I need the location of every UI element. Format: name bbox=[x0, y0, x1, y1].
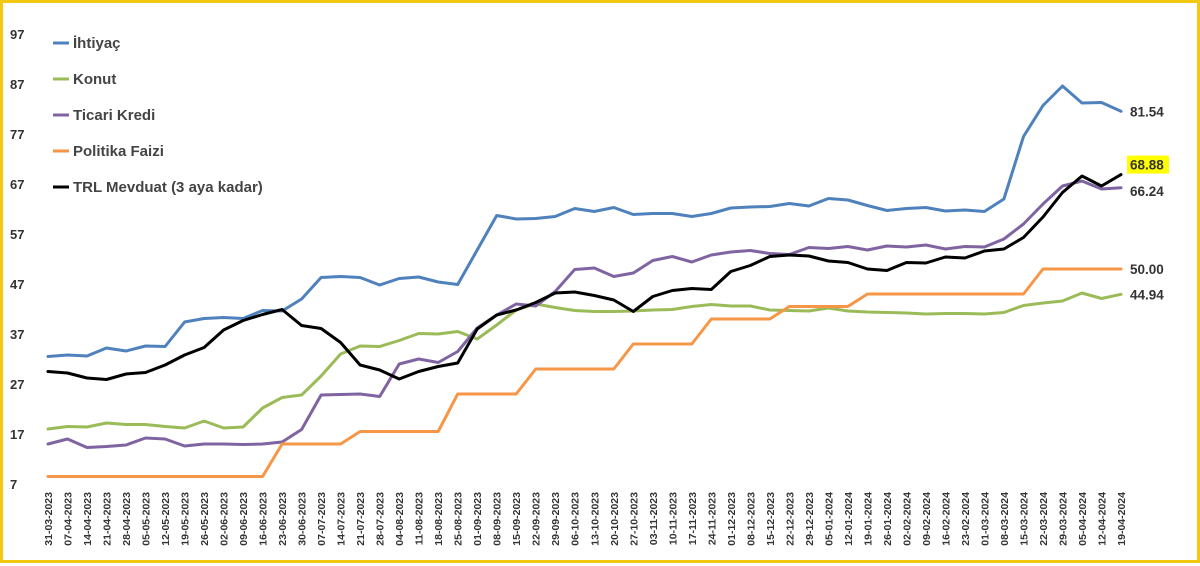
x-tick-label: 05-05-2023 bbox=[141, 492, 153, 546]
x-tick-label: 06-10-2023 bbox=[570, 492, 582, 546]
x-tick-label: 23-02-2024 bbox=[960, 492, 972, 546]
x-tick-label: 01-03-2024 bbox=[979, 492, 991, 546]
x-tick-label: 14-04-2023 bbox=[82, 492, 94, 546]
x-tick-label: 17-11-2023 bbox=[687, 492, 699, 545]
legend-label: TRL Mevduat (3 aya kadar) bbox=[73, 179, 263, 196]
x-tick-label: 15-03-2024 bbox=[1018, 492, 1030, 546]
legend-label: Konut bbox=[73, 71, 116, 88]
x-axis: 31-03-2023 07-04-2023 14-04-2023 21-04-2023… bbox=[43, 492, 1128, 546]
x-tick-label: 19-04-2024 bbox=[1116, 492, 1128, 546]
y-tick-label: 7 bbox=[10, 477, 17, 492]
y-tick-label: 87 bbox=[10, 77, 24, 92]
x-tick-label: 16-02-2024 bbox=[940, 492, 952, 546]
x-tick-label: 01-12-2023 bbox=[726, 492, 738, 546]
x-tick-label: 05-04-2024 bbox=[1077, 492, 1089, 546]
x-tick-label: 22-03-2024 bbox=[1038, 492, 1050, 546]
x-tick-label: 19-01-2024 bbox=[862, 492, 874, 546]
x-tick-label: 08-03-2024 bbox=[999, 492, 1011, 546]
line-chart: 7 17 27 37 47 57 67 77 87 97 31-03-2023 07-04-2023… bbox=[10, 27, 1169, 546]
x-tick-label: 28-04-2023 bbox=[121, 492, 133, 546]
x-tick-label: 12-05-2023 bbox=[160, 492, 172, 546]
x-tick-label: 18-08-2023 bbox=[433, 492, 445, 546]
x-tick-label: 12-01-2024 bbox=[843, 492, 855, 546]
x-tick-label: 02-06-2023 bbox=[219, 492, 231, 546]
y-tick-label: 57 bbox=[10, 227, 24, 242]
end-label: 50.00 bbox=[1130, 262, 1164, 277]
x-tick-label: 09-02-2024 bbox=[921, 492, 933, 546]
legend-label: Ticari Kredi bbox=[73, 107, 155, 124]
x-tick-label: 07-07-2023 bbox=[316, 492, 328, 546]
x-tick-label: 13-10-2023 bbox=[589, 492, 601, 546]
x-tick-label: 30-06-2023 bbox=[297, 492, 309, 546]
x-tick-label: 25-08-2023 bbox=[453, 492, 465, 546]
x-tick-label: 10-11-2023 bbox=[667, 492, 679, 545]
legend-label: Politika Faizi bbox=[73, 143, 164, 160]
y-tick-label: 77 bbox=[10, 127, 24, 142]
x-tick-label: 21-07-2023 bbox=[355, 492, 367, 546]
x-tick-label: 09-06-2023 bbox=[238, 492, 250, 546]
legend: İhtiyaç Konut Ticari Kredi Politika Faizi TR… bbox=[53, 35, 263, 196]
x-tick-label: 26-05-2023 bbox=[199, 492, 211, 546]
x-tick-label: 27-10-2023 bbox=[628, 492, 640, 546]
x-tick-label: 31-03-2023 bbox=[43, 492, 55, 546]
y-tick-label: 67 bbox=[10, 177, 24, 192]
x-tick-label: 12-04-2024 bbox=[1096, 492, 1108, 546]
x-tick-label: 23-06-2023 bbox=[277, 492, 289, 546]
x-tick-label: 04-08-2023 bbox=[394, 492, 406, 546]
x-tick-label: 11-08-2023 bbox=[414, 492, 426, 545]
y-tick-label: 27 bbox=[10, 377, 24, 392]
y-tick-label: 37 bbox=[10, 327, 24, 342]
x-tick-label: 02-02-2024 bbox=[901, 492, 913, 546]
series-lines bbox=[46, 84, 1123, 478]
series-line-2 bbox=[46, 179, 1123, 449]
x-tick-label: 22-12-2023 bbox=[784, 492, 796, 546]
series-line-1 bbox=[46, 291, 1123, 431]
end-label-highlight bbox=[1127, 155, 1169, 174]
x-tick-label: 15-09-2023 bbox=[511, 492, 523, 546]
x-tick-label: 03-11-2023 bbox=[648, 492, 660, 545]
y-tick-label: 17 bbox=[10, 427, 24, 442]
end-label: 81.54 bbox=[1130, 104, 1164, 119]
series-line-4 bbox=[46, 173, 1123, 381]
end-label: 44.94 bbox=[1130, 287, 1164, 302]
x-tick-label: 08-12-2023 bbox=[745, 492, 757, 546]
end-labels: 81.54 44.94 66.24 50.00 68.88 bbox=[1127, 104, 1169, 302]
y-tick-label: 47 bbox=[10, 277, 24, 292]
x-tick-label: 01-09-2023 bbox=[472, 492, 484, 546]
end-label: 66.24 bbox=[1130, 184, 1164, 199]
x-tick-label: 20-10-2023 bbox=[609, 492, 621, 546]
x-tick-label: 29-09-2023 bbox=[550, 492, 562, 546]
x-tick-label: 28-07-2023 bbox=[375, 492, 387, 546]
x-tick-label: 24-11-2023 bbox=[706, 492, 718, 545]
x-tick-label: 29-03-2024 bbox=[1057, 492, 1069, 546]
y-axis: 7 17 27 37 47 57 67 77 87 97 bbox=[10, 27, 24, 492]
x-tick-label: 21-04-2023 bbox=[102, 492, 114, 546]
series-line-0 bbox=[46, 84, 1123, 358]
series-line-3 bbox=[46, 267, 1123, 478]
x-tick-label: 19-05-2023 bbox=[180, 492, 192, 546]
x-tick-label: 22-09-2023 bbox=[531, 492, 543, 546]
x-tick-label: 14-07-2023 bbox=[336, 492, 348, 546]
x-tick-label: 16-06-2023 bbox=[258, 492, 270, 546]
x-tick-label: 29-12-2023 bbox=[804, 492, 816, 546]
x-tick-label: 15-12-2023 bbox=[765, 492, 777, 546]
x-tick-label: 07-04-2023 bbox=[63, 492, 75, 546]
x-tick-label: 05-01-2024 bbox=[823, 492, 835, 546]
legend-label: İhtiyaç bbox=[73, 35, 121, 52]
y-tick-label: 97 bbox=[10, 27, 24, 42]
x-tick-label: 08-09-2023 bbox=[492, 492, 504, 546]
x-tick-label: 26-01-2024 bbox=[882, 492, 894, 546]
end-label: 68.88 bbox=[1130, 158, 1164, 173]
